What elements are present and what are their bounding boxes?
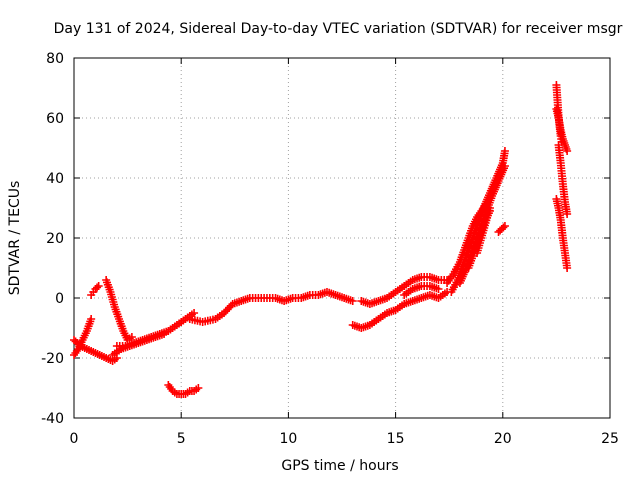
data-point xyxy=(94,282,103,290)
x-tick-label: 15 xyxy=(387,431,405,447)
data-series-segment xyxy=(87,282,103,299)
data-point xyxy=(500,162,509,170)
x-tick-labels: 0 5 10 15 20 25 xyxy=(70,431,619,447)
data-point xyxy=(499,223,508,232)
y-tick-label: 80 xyxy=(46,51,64,67)
y-tick-label: 60 xyxy=(46,111,64,127)
y-axis-label: SDTVAR / TECUs xyxy=(7,181,23,296)
data-point xyxy=(500,222,509,230)
data-series-segment xyxy=(348,288,452,332)
data-series-segment xyxy=(112,309,199,350)
data-point xyxy=(563,210,572,218)
data-series-segment xyxy=(473,204,494,257)
x-tick-label: 5 xyxy=(177,431,186,447)
data-point xyxy=(500,147,509,155)
data-point xyxy=(563,264,572,272)
data-marks xyxy=(70,81,572,398)
x-tick-label: 25 xyxy=(601,431,619,447)
grid-lines xyxy=(74,58,610,418)
x-tick-label: 10 xyxy=(279,431,297,447)
data-point xyxy=(194,384,203,392)
data-point xyxy=(127,333,136,341)
data-point xyxy=(485,204,494,212)
data-series-segment xyxy=(185,288,357,326)
data-series-segment xyxy=(400,282,443,299)
data-point xyxy=(87,315,96,323)
data-series-segment xyxy=(357,273,452,308)
y-tick-labels: -40 -20 0 20 40 60 80 xyxy=(41,51,64,427)
data-series-segment xyxy=(494,222,509,236)
axis-ticks xyxy=(73,57,611,419)
y-tick-label: 20 xyxy=(46,231,64,247)
data-series-segment xyxy=(70,336,121,365)
data-point xyxy=(348,297,357,305)
data-series-segment xyxy=(552,105,572,155)
data-point xyxy=(563,147,572,155)
y-tick-label: -40 xyxy=(41,411,64,427)
x-axis-label: GPS time / hours xyxy=(281,458,398,474)
data-series-segment xyxy=(164,381,203,398)
data-series-segment xyxy=(552,195,572,272)
data-point xyxy=(93,283,102,292)
data-series-segment xyxy=(447,147,509,296)
x-tick-label: 0 xyxy=(70,431,79,447)
x-tick-label: 20 xyxy=(494,431,512,447)
y-tick-label: 40 xyxy=(46,171,64,187)
data-point xyxy=(434,285,443,293)
data-point xyxy=(190,309,199,317)
y-tick-label: -20 xyxy=(41,351,64,367)
y-tick-label: 0 xyxy=(55,291,64,307)
data-series-segment xyxy=(554,141,572,218)
data-series-segment xyxy=(102,276,136,344)
chart-title: Day 131 of 2024, Sidereal Day-to-day VTE… xyxy=(54,21,623,37)
